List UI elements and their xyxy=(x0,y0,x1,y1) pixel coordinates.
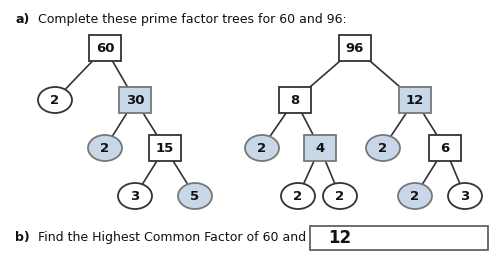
Text: a): a) xyxy=(15,13,30,26)
FancyBboxPatch shape xyxy=(339,35,371,61)
FancyBboxPatch shape xyxy=(89,35,121,61)
Text: 60: 60 xyxy=(96,41,114,54)
FancyBboxPatch shape xyxy=(279,87,311,113)
Ellipse shape xyxy=(118,183,152,209)
Ellipse shape xyxy=(323,183,357,209)
Ellipse shape xyxy=(281,183,315,209)
Ellipse shape xyxy=(178,183,212,209)
Text: 15: 15 xyxy=(156,141,174,155)
FancyBboxPatch shape xyxy=(310,226,488,250)
Text: 3: 3 xyxy=(130,189,140,203)
Text: b): b) xyxy=(15,232,30,244)
Text: 2: 2 xyxy=(336,189,344,203)
Text: 3: 3 xyxy=(460,189,469,203)
Text: Find the Highest Common Factor of 60 and 96.: Find the Highest Common Factor of 60 and… xyxy=(38,232,330,244)
Ellipse shape xyxy=(448,183,482,209)
FancyBboxPatch shape xyxy=(399,87,431,113)
Ellipse shape xyxy=(38,87,72,113)
Text: 8: 8 xyxy=(290,94,300,106)
Ellipse shape xyxy=(366,135,400,161)
Text: Complete these prime factor trees for 60 and 96:: Complete these prime factor trees for 60… xyxy=(38,13,347,26)
Text: 2: 2 xyxy=(258,141,266,155)
Text: 30: 30 xyxy=(126,94,144,106)
Text: 2: 2 xyxy=(378,141,388,155)
Text: 4: 4 xyxy=(316,141,324,155)
FancyBboxPatch shape xyxy=(149,135,181,161)
Text: 2: 2 xyxy=(100,141,110,155)
Text: 2: 2 xyxy=(410,189,420,203)
Text: 2: 2 xyxy=(294,189,302,203)
Text: 12: 12 xyxy=(328,229,351,247)
Ellipse shape xyxy=(88,135,122,161)
Text: 5: 5 xyxy=(190,189,200,203)
Text: 6: 6 xyxy=(440,141,450,155)
Ellipse shape xyxy=(398,183,432,209)
Text: 96: 96 xyxy=(346,41,364,54)
FancyBboxPatch shape xyxy=(119,87,151,113)
Text: 12: 12 xyxy=(406,94,424,106)
Ellipse shape xyxy=(245,135,279,161)
FancyBboxPatch shape xyxy=(429,135,461,161)
FancyBboxPatch shape xyxy=(304,135,336,161)
Text: 2: 2 xyxy=(50,94,59,106)
